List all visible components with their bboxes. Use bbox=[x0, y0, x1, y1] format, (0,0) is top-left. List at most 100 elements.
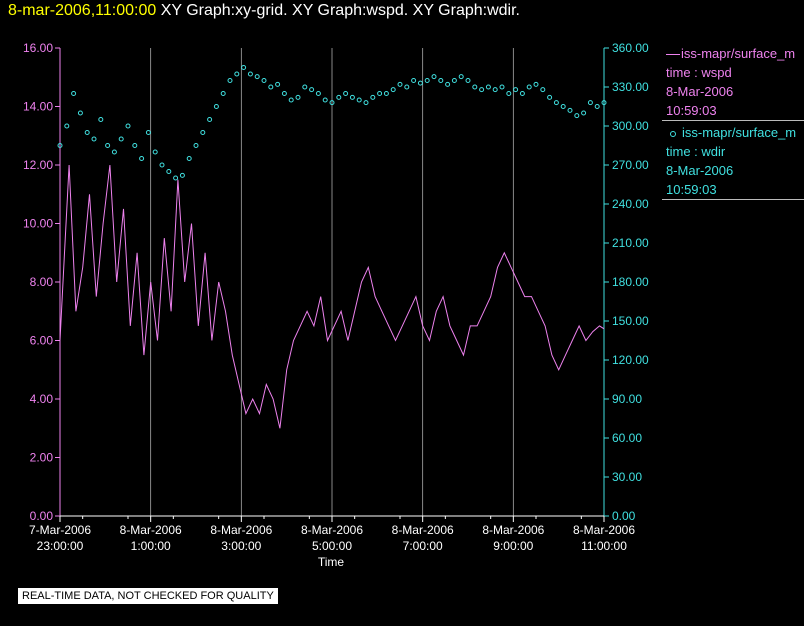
x-axis-label: Time bbox=[318, 555, 345, 569]
y-right-tick-label: 300.00 bbox=[612, 119, 649, 133]
legend-entry-wspd[interactable]: iss-mapr/surface_m time : wspd 8-Mar-200… bbox=[662, 44, 804, 121]
x-tick-time: 11:00:00 bbox=[581, 539, 627, 553]
y-right-tick-label: 210.00 bbox=[612, 236, 649, 250]
y-right-tick-label: 270.00 bbox=[612, 158, 649, 172]
wdir-point bbox=[560, 104, 566, 109]
y-left-tick-label: 10.00 bbox=[23, 217, 53, 231]
quality-disclaimer: REAL-TIME DATA, NOT CHECKED FOR QUALITY bbox=[18, 588, 278, 604]
x-tick-date: 7-Mar-2006 bbox=[29, 523, 91, 537]
wdir-point bbox=[254, 74, 260, 80]
wdir-point bbox=[159, 162, 165, 168]
left-y-ticks: 0.00 2.00 4.00 6.00 8.00 10.00 12.00 14.00 16.00 bbox=[23, 41, 60, 523]
wdir-point bbox=[71, 91, 77, 96]
x-tick-date: 8-Mar-2006 bbox=[301, 523, 363, 537]
circle-marker-icon bbox=[670, 130, 676, 137]
wdir-point bbox=[594, 104, 600, 109]
wdir-point bbox=[411, 78, 417, 83]
wdir-point bbox=[356, 97, 362, 103]
wdir-point bbox=[139, 156, 145, 161]
wdir-point bbox=[567, 107, 573, 113]
wdir-point bbox=[336, 94, 342, 100]
vertical-grid bbox=[150, 48, 514, 516]
wdir-point bbox=[111, 149, 117, 155]
wdir-point bbox=[84, 130, 90, 135]
wdir-point bbox=[241, 65, 247, 70]
y-left-tick-label: 12.00 bbox=[23, 158, 53, 172]
y-left-tick-label: 16.00 bbox=[23, 41, 53, 55]
line-swatch-icon bbox=[666, 54, 680, 56]
wdir-point bbox=[383, 91, 389, 96]
wdir-point bbox=[152, 149, 158, 155]
x-tick-time: 7:00:00 bbox=[403, 539, 443, 553]
wdir-point bbox=[424, 78, 430, 83]
wdir-point bbox=[207, 117, 213, 122]
wdir-point bbox=[390, 87, 396, 93]
wdir-point bbox=[526, 84, 532, 90]
wdir-point bbox=[574, 113, 580, 119]
y-right-tick-label: 330.00 bbox=[612, 80, 649, 94]
wdir-point bbox=[213, 104, 219, 109]
wdir-point bbox=[519, 91, 525, 96]
x-tick-time: 1:00:00 bbox=[131, 539, 171, 553]
x-tick-date: 8-Mar-2006 bbox=[120, 523, 182, 537]
y-left-tick-label: 6.00 bbox=[30, 334, 54, 348]
legend-series-name: iss-mapr/surface_m bbox=[681, 46, 796, 61]
wdir-point bbox=[370, 94, 376, 100]
y-left-tick-label: 8.00 bbox=[30, 275, 54, 289]
wdir-series bbox=[57, 65, 607, 181]
wdir-point bbox=[295, 94, 301, 100]
wdir-point bbox=[329, 100, 335, 106]
wdir-point bbox=[417, 80, 423, 86]
legend-entry-wdir[interactable]: iss-mapr/surface_m time : wdir 8-Mar-200… bbox=[662, 121, 804, 200]
wdir-point bbox=[64, 123, 70, 129]
wdir-point bbox=[234, 71, 240, 77]
x-ticks: 7-Mar-2006 23:00:00 8-Mar-2006 1:00:00 8-Mar… bbox=[29, 516, 635, 553]
wdir-point bbox=[479, 87, 485, 93]
wdir-point bbox=[601, 100, 607, 106]
wdir-point bbox=[499, 84, 505, 90]
y-right-tick-label: 30.00 bbox=[612, 470, 642, 484]
wdir-point bbox=[404, 84, 410, 90]
wdir-point bbox=[513, 87, 519, 93]
wdir-point bbox=[465, 78, 471, 83]
wdir-point bbox=[553, 100, 559, 106]
wdir-point bbox=[98, 117, 104, 122]
wdir-point bbox=[349, 94, 355, 100]
wdir-point bbox=[397, 81, 403, 87]
wdir-point bbox=[472, 84, 478, 90]
wdir-point bbox=[200, 130, 206, 135]
x-tick-time: 23:00:00 bbox=[37, 539, 84, 553]
wdir-point bbox=[57, 143, 63, 148]
wdir-point bbox=[322, 97, 328, 103]
x-tick-time: 5:00:00 bbox=[312, 539, 352, 553]
y-right-tick-label: 120.00 bbox=[612, 353, 649, 367]
right-y-ticks: 0.00 30.00 60.00 90.00 120.00 150.00 180.00 210… bbox=[604, 41, 649, 523]
wdir-point bbox=[186, 156, 192, 161]
wdir-point bbox=[118, 136, 124, 142]
wdir-point bbox=[492, 87, 498, 93]
y-left-tick-label: 4.00 bbox=[30, 392, 54, 406]
wdir-point bbox=[363, 100, 369, 106]
y-left-tick-label: 14.00 bbox=[23, 100, 53, 114]
wdir-point bbox=[268, 84, 274, 90]
x-tick-time: 9:00:00 bbox=[493, 539, 533, 553]
wspd-line bbox=[59, 164, 605, 429]
wdir-point bbox=[288, 97, 294, 103]
timestamp-label: 8-mar-2006,11:00:00 bbox=[8, 2, 157, 19]
legend-date: 8-Mar-2006 bbox=[666, 84, 734, 99]
wdir-point bbox=[227, 78, 233, 83]
wdir-point bbox=[281, 91, 287, 96]
x-tick-date: 8-Mar-2006 bbox=[573, 523, 635, 537]
legend: iss-mapr/surface_m time : wspd 8-Mar-200… bbox=[662, 44, 804, 200]
legend-time: 10:59:03 bbox=[666, 182, 717, 197]
wdir-point bbox=[451, 78, 457, 83]
graph-titles-label: XY Graph:xy-grid. XY Graph:wspd. XY Grap… bbox=[160, 2, 520, 19]
wspd-series bbox=[59, 164, 605, 429]
y-right-tick-label: 90.00 bbox=[612, 392, 642, 406]
wdir-point bbox=[547, 94, 553, 100]
legend-series-name: iss-mapr/surface_m bbox=[682, 125, 797, 140]
chart-header: 8-mar-2006,11:00:00 XY Graph:xy-grid. XY… bbox=[8, 2, 520, 20]
wdir-point bbox=[302, 84, 308, 90]
y-left-tick-label: 2.00 bbox=[30, 451, 54, 465]
